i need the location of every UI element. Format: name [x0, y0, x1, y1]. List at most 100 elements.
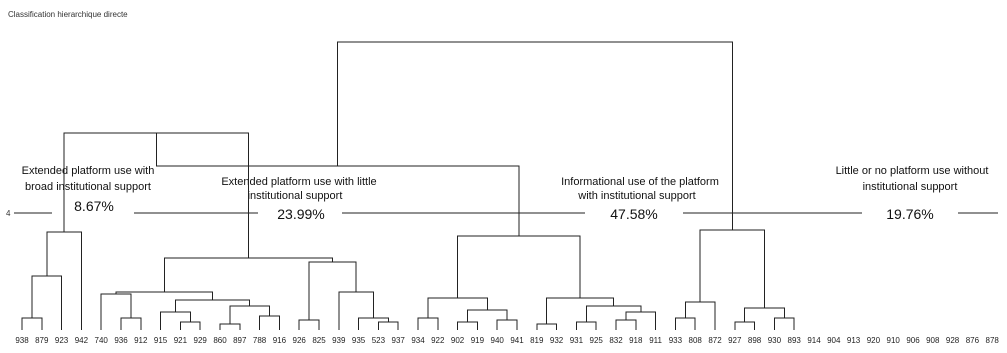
dendrogram-branch — [219, 323, 241, 330]
dendrogram-branch — [308, 261, 357, 320]
dendrogram-branch — [377, 321, 399, 330]
dendrogram-branch — [298, 319, 320, 330]
leaf-label: 935 — [352, 336, 366, 345]
leaf-label: 923 — [55, 336, 69, 345]
dendrogram-branch — [615, 319, 637, 330]
dendrogram-branch — [259, 315, 280, 330]
dendrogram-branch — [496, 319, 518, 330]
leaf-label: 897 — [233, 336, 247, 345]
leaf-label: 937 — [392, 336, 406, 345]
leaf-label: 918 — [629, 336, 643, 345]
leaf-label: 930 — [768, 336, 782, 345]
cluster-percent: 19.76% — [886, 206, 933, 222]
dendrogram-branch — [427, 297, 488, 318]
leaf-label: 912 — [134, 336, 148, 345]
leaf-label: 916 — [273, 336, 287, 345]
leaf-label: 922 — [431, 336, 445, 345]
dendrogram-branch — [625, 311, 657, 330]
leaf-label: 936 — [114, 336, 128, 345]
dendrogram-branch — [100, 293, 132, 330]
dendrogram-branch — [684, 301, 716, 330]
dendrogram-branch — [744, 307, 785, 322]
leaf-label: 942 — [75, 336, 89, 345]
leaf-label: 932 — [550, 336, 564, 345]
cluster-title-line: Little or no platform use without — [836, 165, 989, 177]
scale-label: 4 — [6, 209, 11, 218]
cluster-title-line: institutional support — [863, 181, 958, 193]
leaf-label: 906 — [906, 336, 920, 345]
leaf-label: 934 — [411, 336, 425, 345]
leaf-labels: 938 879 923 942 740 936 912 915 921 929 860 897 788 9… — [15, 336, 999, 345]
leaf-label: 938 — [15, 336, 29, 345]
dendrogram-branch — [417, 317, 439, 330]
leaf-label: 523 — [372, 336, 386, 345]
leaf-label: 904 — [827, 336, 841, 345]
dendrogram-branch — [120, 317, 142, 330]
dendrogram-branch — [773, 317, 795, 330]
cluster-title-line: Extended platform use with little — [221, 176, 376, 188]
dendrogram-branch — [457, 235, 581, 298]
leaf-label: 931 — [570, 336, 584, 345]
dendrogram-branch — [358, 317, 389, 330]
leaf-label: 911 — [649, 336, 662, 345]
dendrogram-branch — [337, 41, 733, 230]
cluster-percent: 47.58% — [610, 206, 657, 222]
leaf-label: 920 — [867, 336, 881, 345]
dendrogram-branch — [179, 321, 201, 330]
cluster-title-line: Informational use of the platform — [561, 176, 719, 188]
leaf-label: 926 — [293, 336, 307, 345]
dendrogram-branch — [160, 311, 191, 330]
leaf-label: 788 — [253, 336, 267, 345]
dendrogram-branch — [575, 321, 597, 330]
dendrogram-branch — [699, 229, 765, 308]
leaf-label: 893 — [788, 336, 802, 345]
dendrogram-branch — [457, 321, 478, 330]
leaf-label: 929 — [194, 336, 208, 345]
leaf-label: 902 — [451, 336, 465, 345]
dendrogram-branches — [21, 41, 795, 330]
caption: Classification hierarchique directe — [8, 10, 128, 19]
leaf-label: 914 — [807, 336, 821, 345]
dendrogram-branch — [31, 275, 63, 330]
leaf-label: 832 — [609, 336, 623, 345]
leaf-label: 876 — [966, 336, 980, 345]
cluster-title-line: Extended platform use with — [22, 165, 155, 177]
leaf-label: 908 — [926, 336, 940, 345]
leaf-label: 928 — [946, 336, 960, 345]
leaf-label: 939 — [332, 336, 346, 345]
dendrogram-branch — [338, 291, 374, 330]
leaf-label: 860 — [213, 336, 227, 345]
dendrogram-branch — [21, 317, 43, 330]
cluster-title-line: with institutional support — [577, 190, 695, 202]
leaf-label: 879 — [35, 336, 49, 345]
cluster-percent: 23.99% — [277, 206, 324, 222]
leaf-label: 872 — [708, 336, 722, 345]
leaf-label: 910 — [887, 336, 901, 345]
cluster-title-line: broad institutional support — [25, 181, 151, 193]
dendrogram-branch — [734, 321, 756, 330]
dendrogram-branch — [163, 257, 334, 292]
leaf-label: 919 — [471, 336, 485, 345]
leaf-label: 915 — [154, 336, 168, 345]
leaf-label: 819 — [530, 336, 544, 345]
leaf-label: 927 — [728, 336, 742, 345]
leaf-label: 940 — [491, 336, 505, 345]
leaf-label: 941 — [510, 336, 524, 345]
leaf-label: 925 — [590, 336, 604, 345]
dendrogram-branch — [229, 305, 270, 324]
leaf-label: 878 — [986, 336, 1000, 345]
leaf-label: 740 — [95, 336, 109, 345]
leaf-label: 913 — [847, 336, 861, 345]
leaf-label: 808 — [689, 336, 703, 345]
leaf-label: 933 — [669, 336, 683, 345]
dendrogram-branch — [536, 323, 558, 330]
dendrogram-branch — [674, 317, 696, 330]
leaf-label: 921 — [174, 336, 188, 345]
dendrogram-branch — [546, 297, 615, 324]
leaf-label: 825 — [312, 336, 326, 345]
cluster-percent: 8.67% — [74, 198, 114, 214]
leaf-label: 898 — [748, 336, 762, 345]
dendrogram-branch — [46, 231, 82, 330]
cluster-title-line: institutional support — [248, 190, 343, 202]
